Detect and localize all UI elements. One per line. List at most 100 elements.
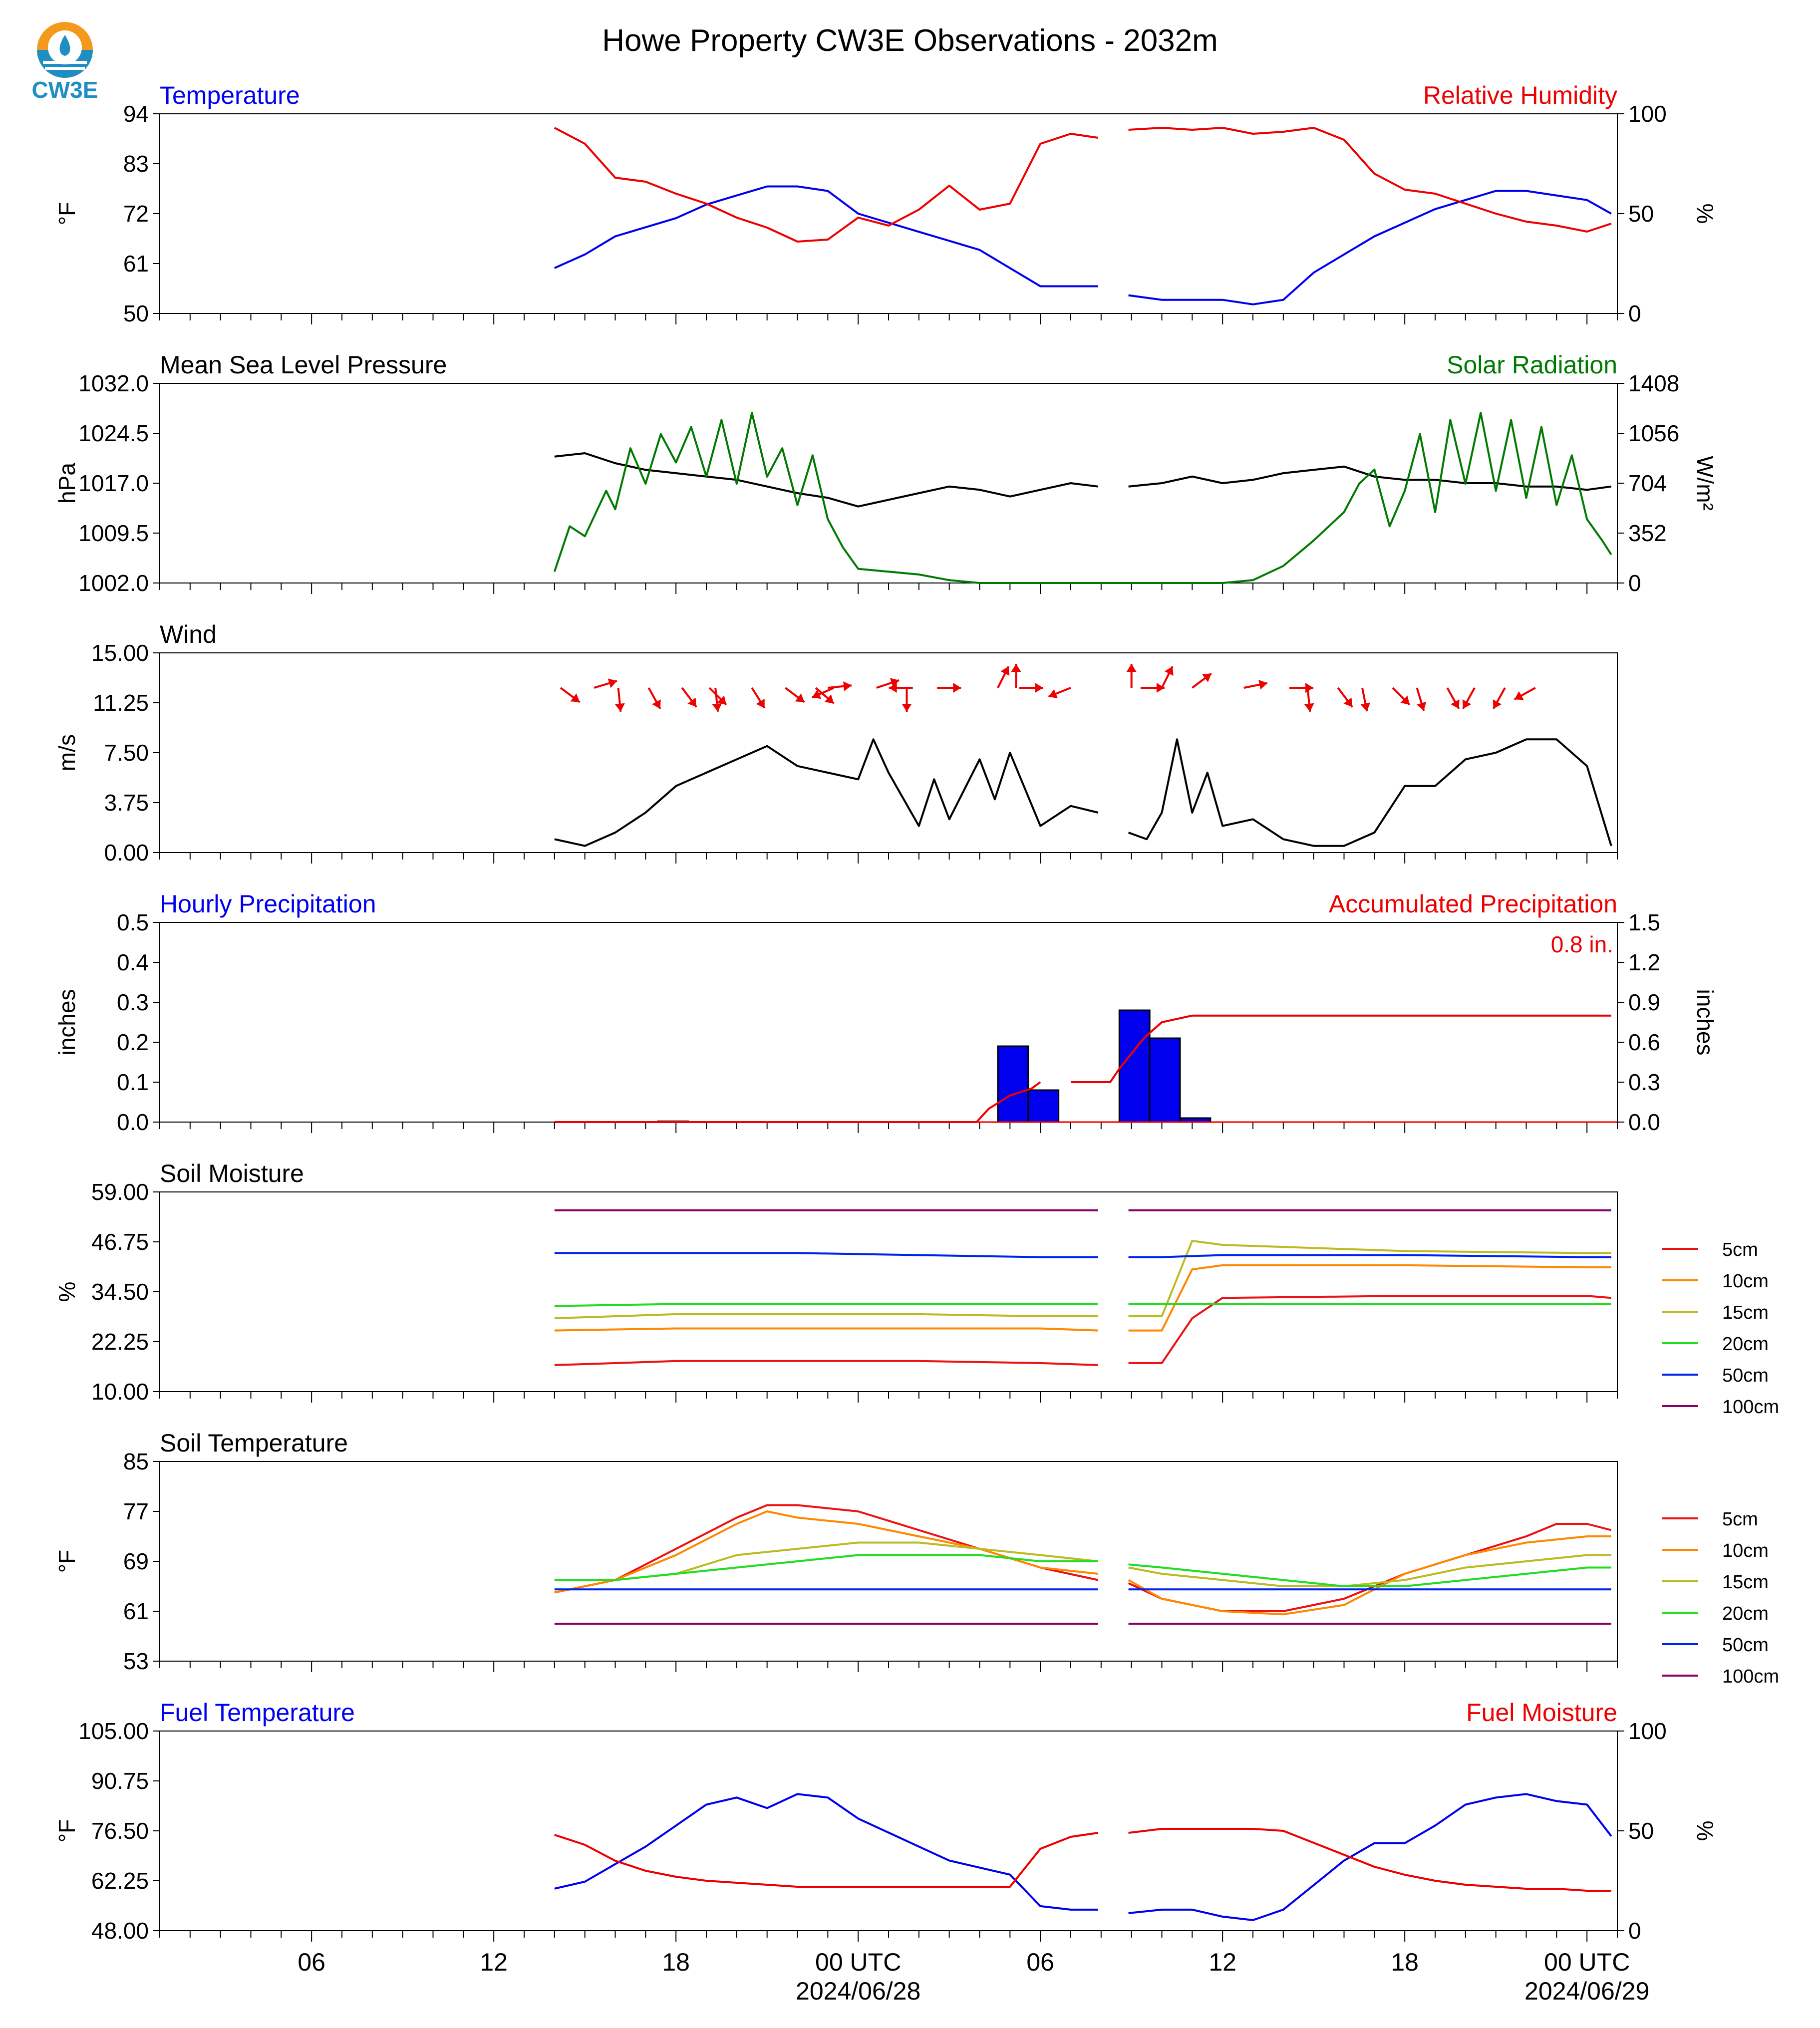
series-line-50cm (554, 1252, 1611, 1258)
wind-arrow-head (1417, 701, 1427, 711)
legend-label: 15cm (1722, 1572, 1769, 1593)
y-tick-label-right: 352 (1628, 520, 1667, 546)
y-axis-label-right: W/m² (1692, 456, 1718, 511)
series-line-5cm (554, 1295, 1611, 1366)
y-tick-label-right: 0 (1628, 1918, 1641, 1944)
x-tick-label: 06 (298, 1948, 325, 1976)
legend-label: 5cm (1722, 1239, 1758, 1260)
y-tick-label: 62.25 (91, 1868, 149, 1894)
panel-title-right: Relative Humidity (1423, 81, 1617, 109)
wind-arrow-head (652, 699, 661, 709)
y-tick-label: 61 (123, 1598, 149, 1624)
x-tick-label: 18 (1391, 1948, 1419, 1976)
x-tick-label: 12 (1209, 1948, 1236, 1976)
y-axis-label: % (54, 1282, 80, 1302)
wind-arrow-head (607, 678, 617, 688)
x-tick-label: 12 (480, 1948, 508, 1976)
wind-arrow-head (1156, 683, 1165, 693)
precip-bar (1027, 1089, 1060, 1123)
y-axis-label-right: inches (1692, 989, 1718, 1056)
y-tick-label: 85 (123, 1449, 149, 1474)
series-line-fuel-moisture (554, 1828, 1611, 1892)
panel-title-left: Soil Temperature (160, 1429, 348, 1457)
y-axis-label: hPa (54, 463, 80, 504)
wind-arrow-head (1126, 664, 1137, 672)
panel-precip: 0.5 0.4 0.3 0.2 0.1 0.0 1.5 1.2 0.9 0.6 0.3 0.0 Hour… (54, 890, 1718, 1135)
y-tick-label: 76.50 (91, 1818, 149, 1844)
legend-label: 50cm (1722, 1635, 1769, 1656)
wind-arrow-head (1164, 666, 1174, 676)
y-tick-label: 48.00 (91, 1918, 149, 1944)
wind-arrow-head (953, 683, 961, 693)
y-axis-label: °F (54, 1819, 80, 1843)
wind-arrow-head (1258, 679, 1267, 690)
y-tick-label-right: 0.0 (1628, 1109, 1660, 1135)
y-tick-label: 0.00 (104, 840, 149, 866)
legend-label: 20cm (1722, 1603, 1769, 1624)
y-tick-label-right: 1.5 (1628, 909, 1660, 935)
wind-arrow-head (1035, 683, 1043, 693)
x-tick-label: 06 (1026, 1948, 1054, 1976)
legend-label: 5cm (1722, 1509, 1758, 1530)
y-tick-label-right: 100 (1628, 101, 1667, 127)
wind-arrow-head (1000, 666, 1010, 676)
x-tick-label: 18 (662, 1948, 690, 1976)
y-tick-label: 1024.5 (78, 420, 149, 446)
wind-arrow-head (712, 703, 722, 712)
y-tick-label: 1002.0 (78, 570, 149, 596)
y-tick-label: 46.75 (91, 1229, 149, 1255)
y-tick-label: 105.00 (78, 1718, 149, 1744)
x-date-label: 2024/06/29 (1524, 1977, 1649, 2005)
series-line-20cm (554, 1554, 1611, 1587)
y-tick-label-right: 0.6 (1628, 1029, 1660, 1055)
y-tick-label: 0.1 (117, 1069, 149, 1095)
series-line-20cm (554, 1303, 1611, 1307)
logo-text: CW3E (32, 77, 98, 103)
legend-label: 10cm (1722, 1540, 1769, 1561)
x-date-label: 2024/06/28 (796, 1977, 920, 2005)
wind-arrow-head (717, 695, 727, 705)
panel-title-right: Fuel Moisture (1466, 1699, 1617, 1727)
legend-label: 100cm (1722, 1666, 1779, 1687)
panel-title-left: Soil Moisture (160, 1159, 304, 1187)
panel-pressure-solar: 1032.0 1024.5 1017.0 1009.5 1002.0 1408 1056 70… (54, 351, 1718, 596)
plot-frame (159, 922, 1618, 1123)
wind-arrow-head (1304, 703, 1314, 712)
figure-title: Howe Property CW3E Observations - 2032m (602, 23, 1218, 58)
wind-arrow-head (795, 693, 805, 702)
wind-arrow-head (1514, 691, 1524, 700)
wind-arrow-head (812, 689, 822, 699)
panel-title-left: Temperature (160, 81, 300, 109)
wind-arrow-head (1011, 664, 1021, 672)
series-line-fuel-temperature (554, 1793, 1612, 1921)
wind-arrow-head (1202, 673, 1212, 682)
wind-arrow-head (1462, 699, 1472, 709)
x-tick-label: 00 UTC (815, 1948, 901, 1976)
y-axis-label-right: % (1692, 1821, 1718, 1841)
panel-title-left: Fuel Temperature (160, 1699, 355, 1727)
accum-precip-line (554, 1014, 1611, 1123)
series-line-temperature (554, 185, 1612, 305)
y-tick-label: 61 (123, 251, 149, 277)
y-tick-label-right: 50 (1628, 1818, 1654, 1844)
y-tick-label: 90.75 (91, 1768, 149, 1794)
plot-frame (159, 1461, 1618, 1662)
accum-total-label: 0.8 in. (1551, 931, 1613, 957)
wind-arrow-head (1305, 683, 1313, 693)
y-axis-label: °F (54, 202, 80, 226)
y-tick-label: 69 (123, 1548, 149, 1574)
y-tick-label: 1009.5 (78, 520, 149, 546)
plot-frame (159, 383, 1618, 583)
series-line-10cm (554, 1264, 1611, 1332)
wind-arrow-head (902, 704, 912, 712)
y-tick-label: 34.50 (91, 1279, 149, 1305)
y-tick-label-right: 1056 (1628, 420, 1679, 446)
panel-title-left: Hourly Precipitation (160, 890, 376, 918)
y-tick-label: 0.3 (117, 989, 149, 1015)
panel-soil-moisture: 59.00 46.75 34.50 22.25 10.00 Soil Moisture% 5… (54, 1159, 1779, 1418)
y-tick-label: 11.25 (93, 690, 149, 716)
y-tick-label: 0.4 (117, 949, 149, 975)
y-tick-label-right: 0.9 (1628, 989, 1660, 1015)
series-line-15cm (554, 1240, 1611, 1320)
